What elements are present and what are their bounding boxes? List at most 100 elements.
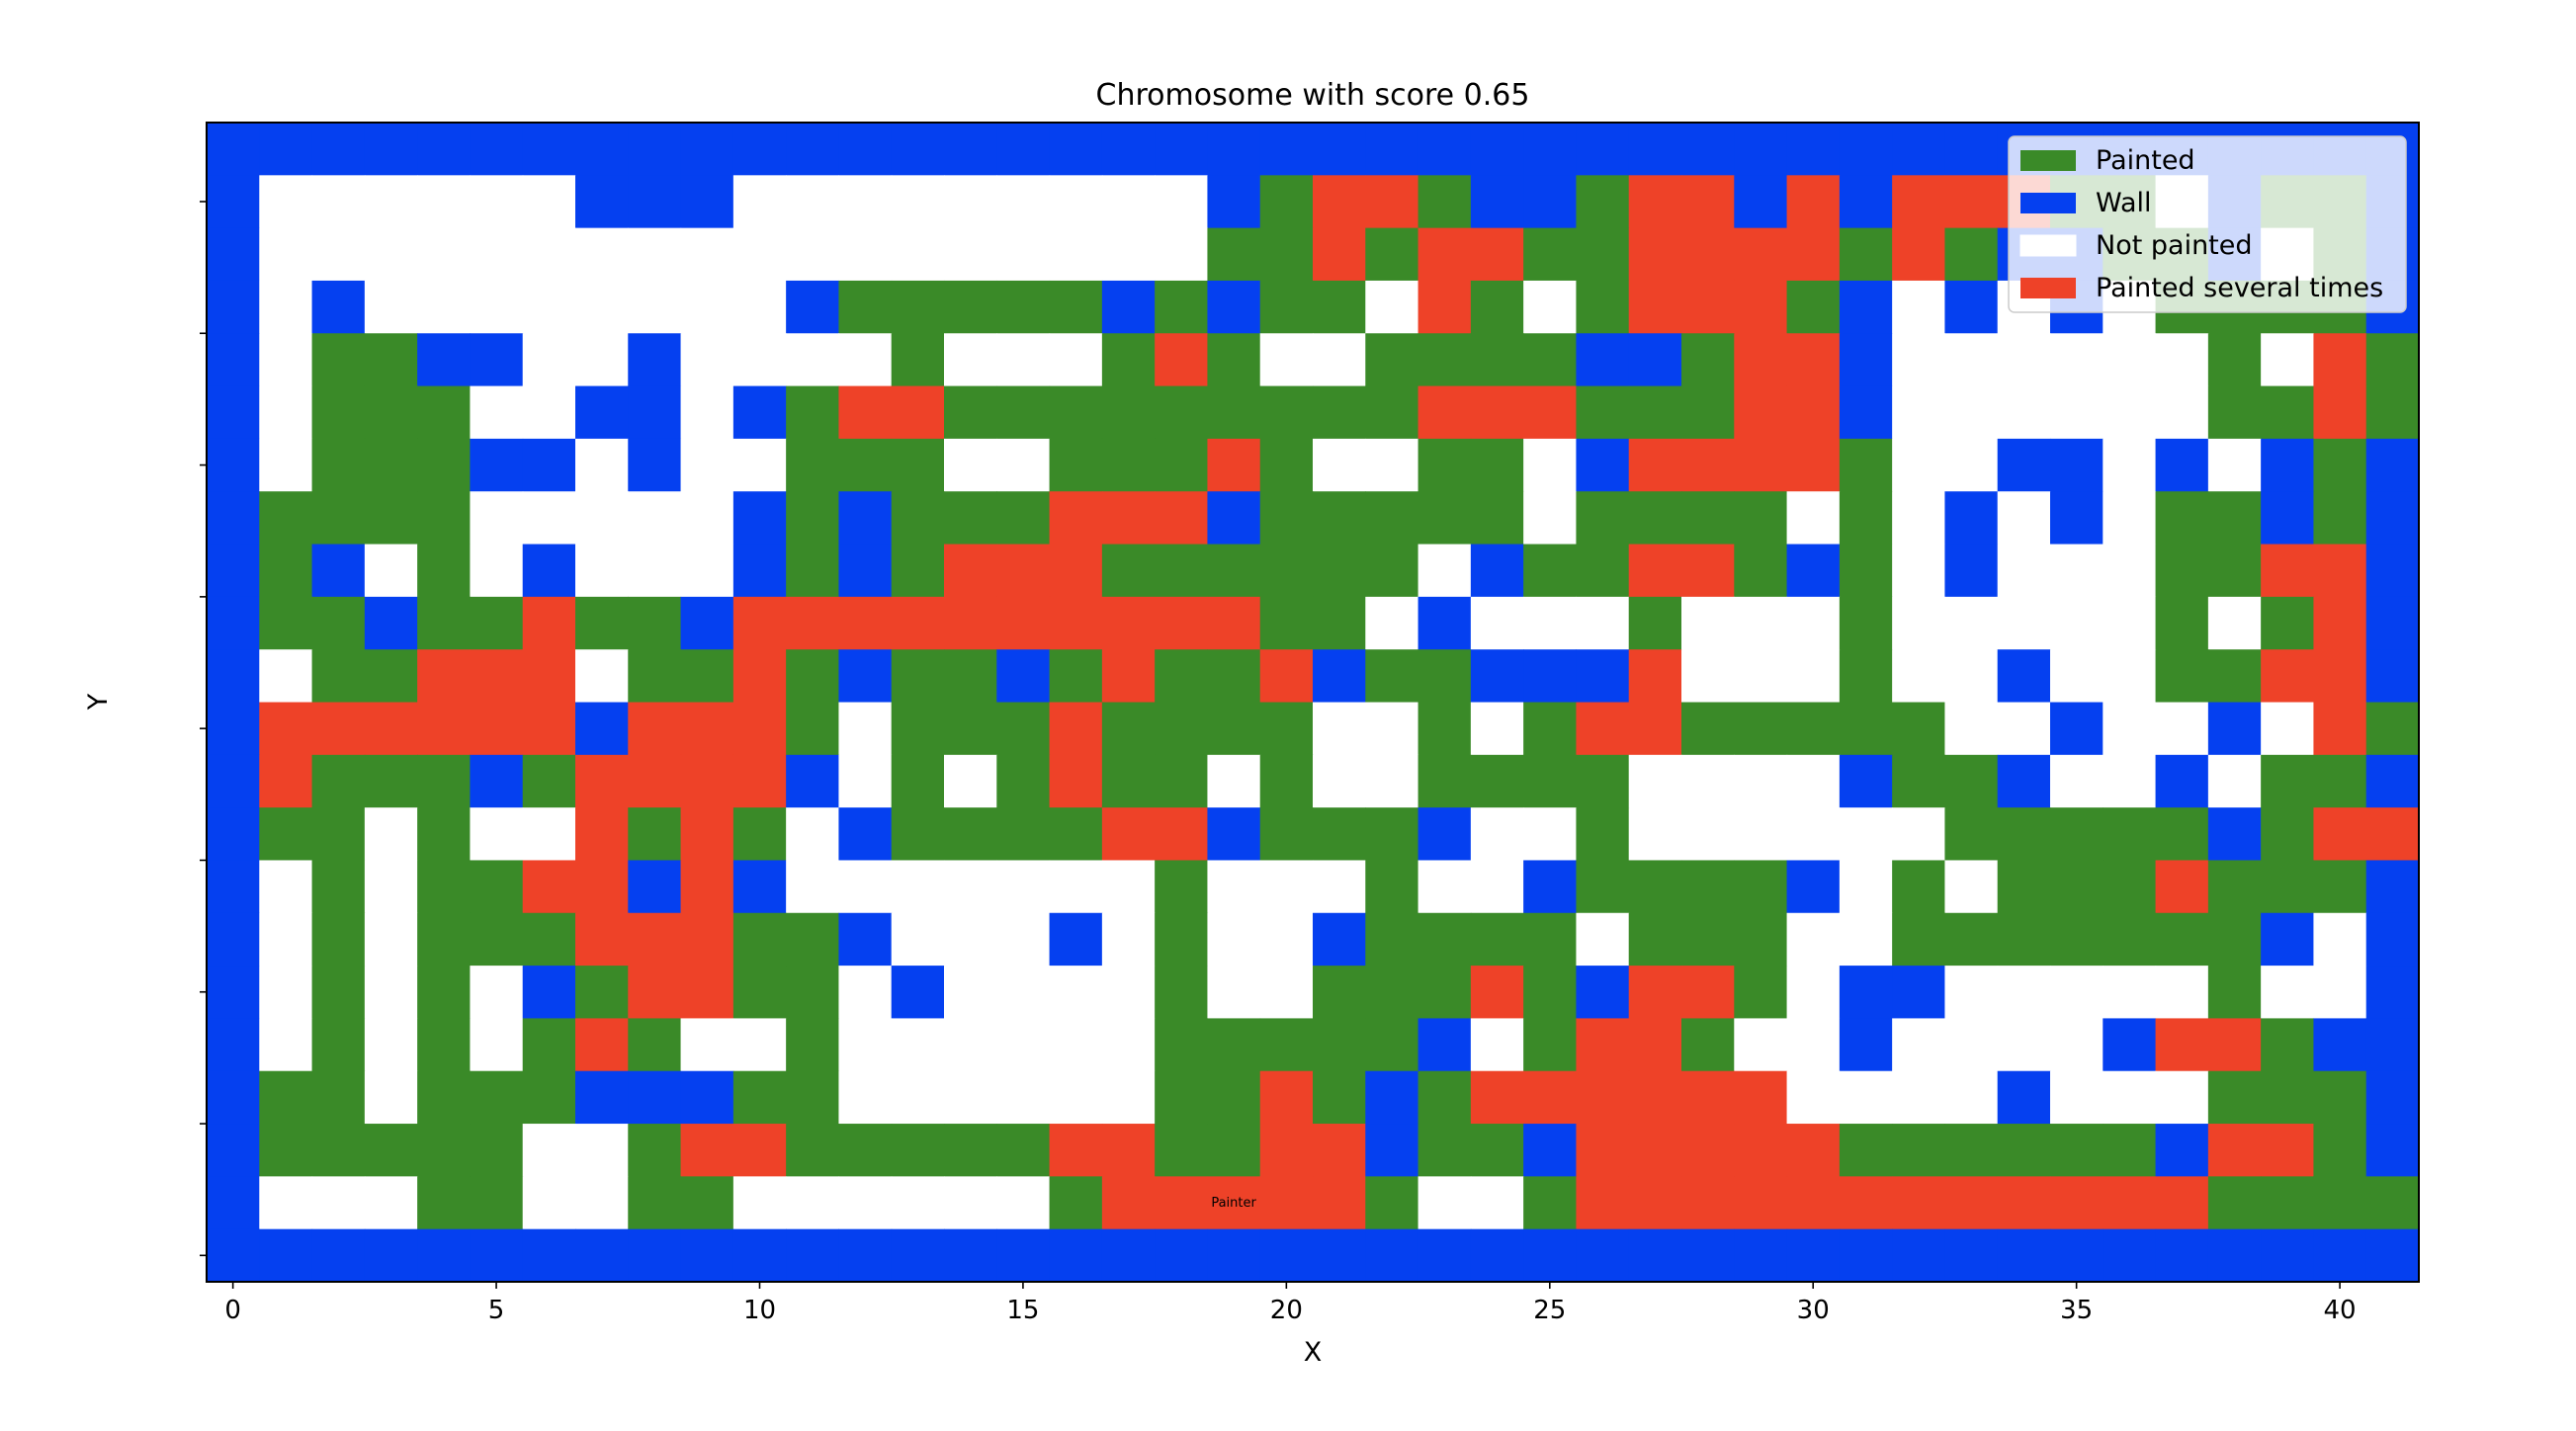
cell (1628, 596, 1682, 650)
cell (207, 702, 260, 756)
cell (1417, 1176, 1472, 1230)
cell (1207, 912, 1261, 967)
cell (470, 860, 524, 914)
cell (1523, 754, 1578, 808)
cell (1997, 1018, 2051, 1072)
cell (2207, 544, 2262, 598)
cell (1207, 1070, 1261, 1125)
cell (1839, 123, 1893, 176)
cell (786, 227, 840, 282)
cell (1101, 596, 1156, 650)
cell (1944, 1070, 1999, 1125)
cell (2207, 596, 2262, 650)
cell (575, 1124, 629, 1177)
cell (522, 966, 576, 1020)
cell (207, 1228, 260, 1283)
cell (1628, 912, 1682, 967)
cell (786, 333, 840, 387)
cell (1997, 966, 2051, 1020)
cell (680, 491, 734, 546)
x-tick-label: 25 (1533, 1296, 1566, 1325)
cell (1576, 807, 1630, 862)
cell (2261, 649, 2315, 704)
cell (891, 702, 945, 756)
cell (1576, 596, 1630, 650)
cell (1155, 1018, 1209, 1072)
cell (786, 385, 840, 440)
chart-title: Chromosome with score 0.65 (1096, 78, 1530, 113)
cell (207, 754, 260, 808)
cell (1101, 123, 1156, 176)
cell (522, 1176, 576, 1230)
cell (1049, 966, 1103, 1020)
legend-swatch (2020, 278, 2076, 298)
x-axis: 0 5 10 15 20 25 30 35 40 (224, 1282, 2357, 1325)
cell (1681, 123, 1735, 176)
cell (1155, 544, 1209, 598)
cell (1681, 1124, 1735, 1177)
cell (2155, 1124, 2209, 1177)
cell (1365, 438, 1419, 492)
cell (2050, 333, 2104, 387)
cell (1207, 1124, 1261, 1177)
cell (1892, 649, 1946, 704)
cell (1207, 280, 1261, 334)
cell (522, 596, 576, 650)
cell (2103, 596, 2157, 650)
cell (1101, 1176, 1156, 1230)
cell (522, 754, 576, 808)
cell (786, 280, 840, 334)
y-axis-label: Y (83, 693, 114, 711)
cell (1101, 1070, 1156, 1125)
x-tick-label: 40 (2324, 1296, 2357, 1325)
cell (838, 754, 893, 808)
cell (1207, 385, 1261, 440)
cell (2365, 1070, 2420, 1125)
cell (1576, 333, 1630, 387)
cell (1839, 702, 1893, 756)
cell (1997, 491, 2051, 546)
cell (1259, 1228, 1314, 1283)
cell (417, 280, 472, 334)
cell (1313, 123, 1366, 176)
cell (732, 860, 787, 914)
cell (259, 1018, 313, 1072)
cell (838, 1070, 893, 1125)
cell (680, 438, 734, 492)
cell (1628, 1070, 1682, 1125)
cell (1839, 912, 1893, 967)
cell (1101, 491, 1156, 546)
cell (1681, 1228, 1735, 1283)
cell (2103, 860, 2157, 914)
cell (1997, 385, 2051, 440)
cell (311, 1018, 366, 1072)
cell (522, 807, 576, 862)
cell (470, 807, 524, 862)
cell (2313, 702, 2367, 756)
cell (2313, 1176, 2367, 1230)
cell (1313, 333, 1366, 387)
cell (1417, 438, 1472, 492)
cell (1628, 544, 1682, 598)
cell (1892, 1070, 1946, 1125)
cell (1523, 1176, 1578, 1230)
cell (1417, 227, 1472, 282)
cell (1365, 1018, 1419, 1072)
cell (1523, 123, 1578, 176)
cell (996, 649, 1051, 704)
cell (1839, 333, 1893, 387)
cell (2103, 1228, 2157, 1283)
cell (628, 807, 682, 862)
cell (1997, 702, 2051, 756)
cell (1155, 912, 1209, 967)
cell (364, 754, 418, 808)
cell (944, 1228, 997, 1283)
cell (1997, 596, 2051, 650)
cell (1049, 702, 1103, 756)
painter-annotation: Painter (1211, 1196, 1256, 1211)
cell (1944, 702, 1999, 756)
cell (2103, 1124, 2157, 1177)
cell (470, 280, 524, 334)
cell (2050, 860, 2104, 914)
cell (944, 280, 997, 334)
